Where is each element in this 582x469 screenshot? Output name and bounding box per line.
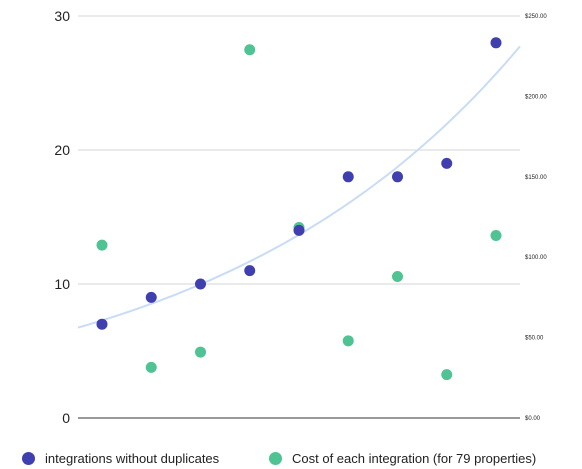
left-tick-label: 0	[62, 410, 70, 426]
integrations-point	[490, 37, 502, 49]
left-tick-label: 30	[54, 8, 70, 24]
trendline-group	[77, 45, 521, 329]
data-points	[96, 37, 502, 381]
legend-marker-cost	[269, 452, 282, 465]
cost-point	[145, 361, 157, 373]
left-tick-label: 20	[54, 142, 70, 158]
legend-item-integrations: integrations without duplicates	[22, 451, 219, 466]
integrations-point	[293, 224, 305, 236]
integrations-point	[96, 318, 108, 330]
legend-item-cost: Cost of each integration (for 79 propert…	[269, 451, 536, 466]
right-tick-label: $200.00	[525, 94, 547, 100]
cost-point	[96, 239, 108, 251]
legend-label-cost: Cost of each integration (for 79 propert…	[292, 451, 537, 466]
legend: integrations without duplicates Cost of …	[0, 451, 582, 469]
legend-marker-integrations	[22, 452, 35, 465]
right-tick-label: $0.00	[525, 416, 541, 422]
cost-point	[342, 335, 354, 347]
cost-point	[195, 346, 206, 358]
integrations-point	[392, 171, 403, 183]
integrations-point	[145, 291, 157, 303]
left-tick-label: 10	[54, 276, 70, 292]
gridlines	[78, 15, 520, 419]
legend-label-integrations: integrations without duplicates	[45, 451, 220, 466]
integrations-point	[195, 278, 206, 290]
right-axis-ticks: $0.00 $50.00 $100.00 $150.00 $200.00 $250.00	[525, 14, 547, 422]
integrations-point	[441, 157, 453, 169]
cost-point	[392, 270, 403, 282]
cost-point	[490, 229, 502, 241]
cost-point	[244, 44, 256, 56]
cost-point	[441, 369, 453, 381]
integrations-point	[244, 265, 256, 277]
right-tick-label: $250.00	[525, 14, 547, 20]
right-tick-label: $50.00	[525, 336, 544, 342]
trendline	[77, 45, 521, 329]
left-axis-ticks: 0 10 20 30	[54, 8, 70, 426]
right-tick-label: $150.00	[525, 175, 547, 181]
right-tick-label: $100.00	[525, 255, 547, 261]
integrations-point	[342, 171, 354, 183]
